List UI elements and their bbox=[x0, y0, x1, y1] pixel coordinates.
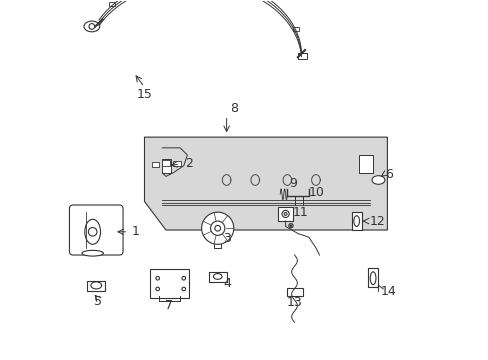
Bar bbox=[287, 288, 303, 296]
Text: 7: 7 bbox=[165, 299, 173, 312]
Bar bbox=[351, 212, 361, 230]
Text: 12: 12 bbox=[369, 215, 385, 228]
Ellipse shape bbox=[371, 176, 384, 184]
Circle shape bbox=[201, 212, 233, 244]
Text: 1: 1 bbox=[132, 225, 140, 238]
Bar bbox=[367, 267, 378, 287]
Bar bbox=[109, 2, 115, 6]
FancyBboxPatch shape bbox=[149, 269, 189, 298]
FancyBboxPatch shape bbox=[69, 205, 123, 255]
Bar bbox=[87, 281, 105, 291]
Bar bbox=[162, 158, 171, 173]
Text: 4: 4 bbox=[223, 277, 230, 290]
Text: 10: 10 bbox=[308, 186, 324, 199]
Text: 14: 14 bbox=[380, 285, 396, 298]
Text: 11: 11 bbox=[292, 206, 308, 219]
Ellipse shape bbox=[82, 250, 103, 256]
Polygon shape bbox=[144, 137, 386, 230]
Bar bbox=[297, 53, 306, 59]
Text: 13: 13 bbox=[286, 296, 302, 309]
Text: 5: 5 bbox=[94, 295, 102, 308]
Bar bbox=[292, 27, 298, 31]
Bar bbox=[208, 272, 226, 282]
Text: 3: 3 bbox=[223, 233, 230, 246]
Bar bbox=[278, 207, 292, 221]
Text: 8: 8 bbox=[229, 102, 237, 115]
Text: 9: 9 bbox=[288, 177, 296, 190]
Ellipse shape bbox=[84, 219, 101, 244]
Text: 2: 2 bbox=[185, 157, 193, 170]
Bar bbox=[358, 155, 372, 173]
Circle shape bbox=[210, 221, 224, 235]
Bar bbox=[151, 162, 159, 167]
Bar bbox=[173, 161, 181, 166]
Ellipse shape bbox=[84, 21, 100, 32]
Text: 6: 6 bbox=[385, 168, 393, 181]
Text: 15: 15 bbox=[136, 88, 152, 101]
Bar bbox=[162, 160, 170, 166]
